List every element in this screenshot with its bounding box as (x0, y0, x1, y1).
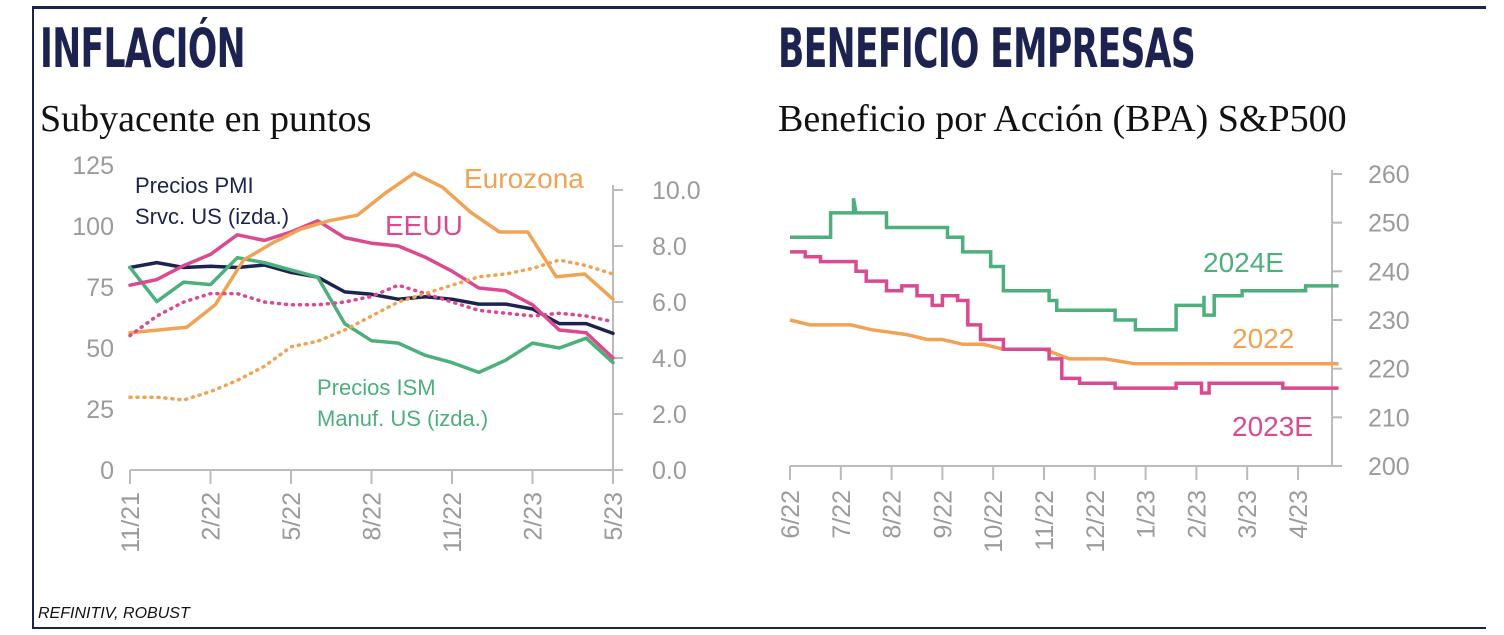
top-rule (34, 6, 1486, 9)
series-label-srvc-us-izda: Srvc. US (izda.) (135, 204, 289, 229)
right-y-tick-label: 8.0 (652, 233, 687, 261)
x-tick-label: 8/22 (879, 490, 907, 539)
right-y-tick-label: 2.0 (652, 401, 687, 429)
x-tick-label: 8/22 (359, 492, 387, 541)
x-tick-label: 2/22 (198, 492, 226, 541)
left-y-tick-label: 25 (86, 396, 114, 424)
x-tick-label: 11/22 (1031, 490, 1059, 551)
x-tick-label: 1/23 (1133, 490, 1161, 539)
left-rule (32, 6, 34, 629)
x-tick-label: 7/22 (828, 490, 856, 539)
x-tick-label: 4/23 (1285, 490, 1313, 539)
x-tick-label: 12/22 (1082, 490, 1110, 553)
series-line-2023e (790, 250, 1339, 395)
series-line-eurozona (128, 171, 615, 335)
source-note: REFINITIV, ROBUST (38, 605, 190, 622)
x-tick-label: 10/22 (980, 490, 1008, 553)
right-y-tick-label: 230 (1368, 307, 1410, 335)
series-label-2023e: 2023E (1232, 411, 1313, 442)
x-tick-label: 9/22 (929, 490, 957, 539)
right-y-tick-label: 210 (1368, 404, 1410, 432)
series-line-eeuu (128, 219, 615, 360)
right-y-tick-label: 240 (1368, 258, 1410, 286)
series-label-precios-ism: Precios ISM (317, 375, 436, 400)
series-line-2024e (790, 198, 1339, 332)
right-y-tick-label: 200 (1368, 453, 1410, 481)
series-line-2022 (789, 318, 1339, 366)
series-line-dotted-series-5 (128, 258, 615, 402)
right-y-tick-label: 220 (1368, 356, 1410, 384)
left-y-tick-label: 100 (72, 213, 114, 241)
x-tick-label: 11/22 (439, 492, 467, 553)
right-y-tick-label: 260 (1368, 161, 1410, 189)
bottom-rule (34, 627, 1486, 629)
left-y-tick-label: 50 (86, 335, 114, 363)
left-chart-subtitle: Subyacente en puntos (40, 98, 372, 140)
right-chart-title: BENEFICIO EMPRESAS (778, 17, 1196, 80)
right-y-tick-label: 0.0 (652, 457, 687, 485)
x-tick-label: 6/22 (777, 490, 805, 539)
x-tick-label: 11/21 (117, 492, 145, 553)
series-line-precios-ism (128, 255, 615, 375)
right-chart-subtitle: Beneficio por Acción (BPA) S&P500 (778, 98, 1347, 140)
left-y-tick-label: 125 (72, 152, 114, 180)
x-tick-label: 3/23 (1234, 490, 1262, 539)
x-tick-label: 5/22 (278, 492, 306, 541)
series-line-dotted-series-4 (128, 283, 615, 338)
right-y-tick-label: 6.0 (652, 289, 687, 317)
series-label-2022: 2022 (1232, 323, 1294, 354)
series-label-eeuu: EEUU (385, 210, 463, 241)
left-y-tick-label: 75 (86, 274, 114, 302)
series-label-2024e: 2024E (1203, 247, 1284, 278)
series-label-manuf-us-izda: Manuf. US (izda.) (317, 406, 488, 431)
series-label-precios-pmi: Precios PMI (135, 173, 254, 198)
x-tick-label: 2/23 (1183, 490, 1211, 539)
x-tick-label: 5/23 (600, 492, 628, 541)
series-line-precios-pmi (128, 260, 615, 336)
x-tick-label: 2/23 (520, 492, 548, 541)
series-label-eurozona: Eurozona (464, 163, 584, 194)
right-y-tick-label: 250 (1368, 210, 1410, 238)
left-chart-title: INFLACIÓN (40, 17, 246, 80)
right-y-tick-label: 4.0 (652, 345, 687, 373)
right-y-tick-label: 10.0 (652, 177, 701, 205)
left-y-tick-label: 0 (100, 457, 114, 485)
